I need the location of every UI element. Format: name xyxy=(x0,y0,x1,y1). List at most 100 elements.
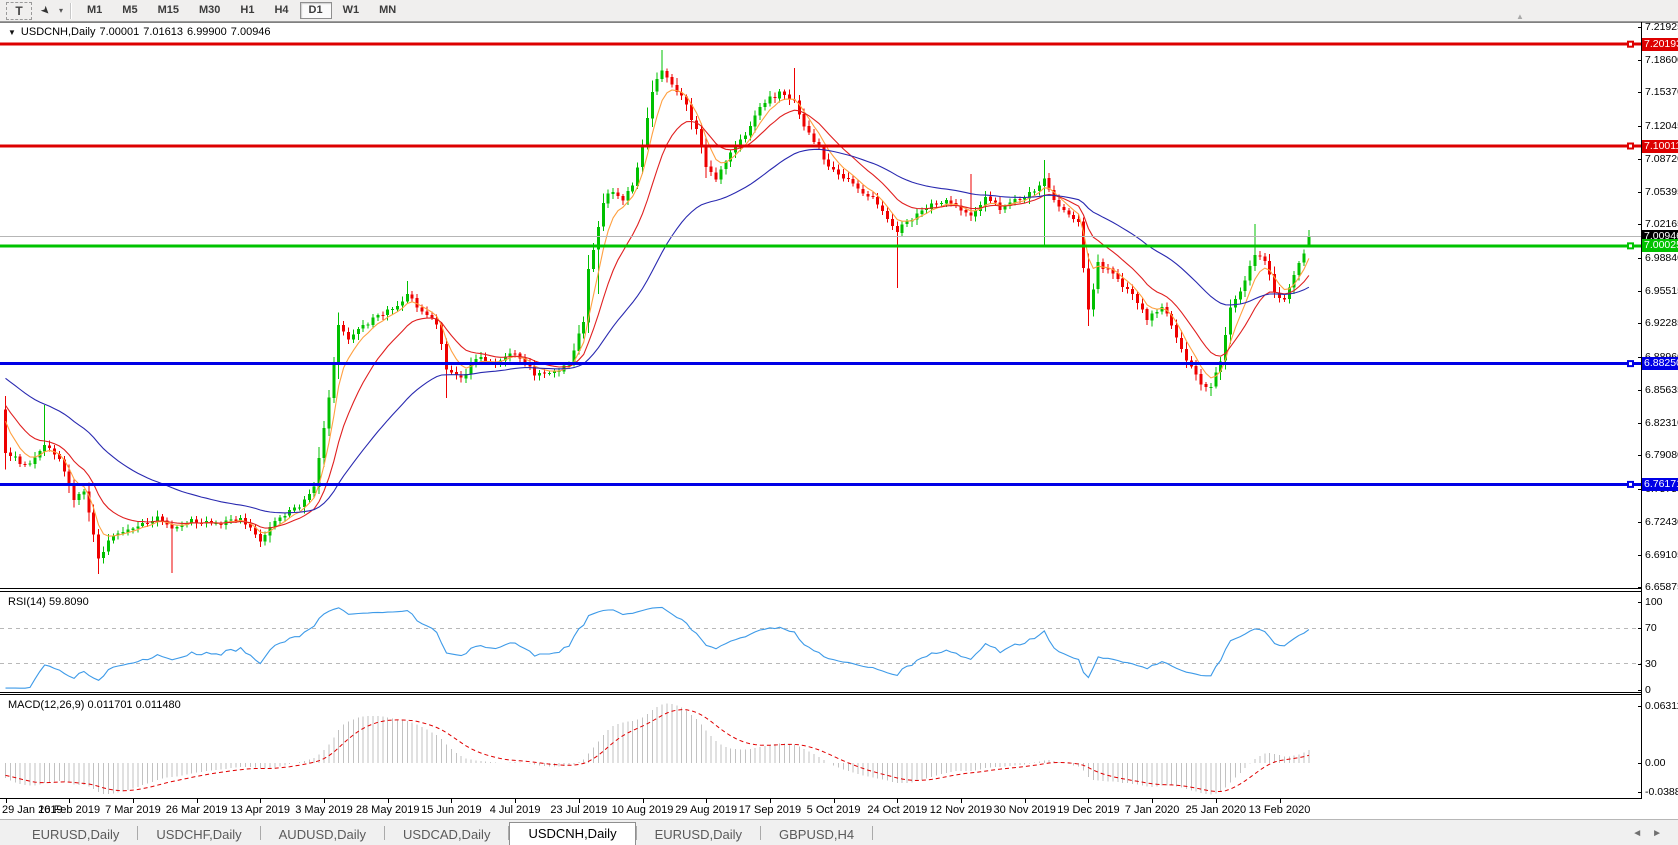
price-tick-label: 6.65875 xyxy=(1645,581,1678,594)
scroll-up-icon[interactable]: ▲ xyxy=(1516,12,1524,21)
timeframe-button-m30[interactable]: M30 xyxy=(198,4,221,16)
symbols-tool-button[interactable]: ➤ xyxy=(34,3,58,19)
rsi-tick-label: 0 xyxy=(1645,684,1651,696)
price-tick-mark xyxy=(1638,587,1642,589)
price-tick-label: 6.82310 xyxy=(1645,417,1678,429)
panel-separator[interactable] xyxy=(0,692,1641,693)
price-tick-mark xyxy=(1638,521,1642,523)
tab-separator xyxy=(635,826,637,840)
chart-tab-eurusd-daily[interactable]: EURUSD,Daily xyxy=(654,827,742,842)
date-label: 15 Jun 2019 xyxy=(421,804,482,816)
tab-separator xyxy=(384,826,386,840)
chart-ohlc-header: ▼ USDCNH,Daily 7.00001 7.01613 6.99900 7.0094… xyxy=(8,26,275,38)
date-label: 25 Jan 2020 xyxy=(1185,804,1247,816)
macd-signal-value: 0.011480 xyxy=(135,699,181,711)
date-tick-mark xyxy=(260,799,262,803)
date-tick-mark xyxy=(706,799,708,803)
price-tick-label: 7.05395 xyxy=(1645,186,1678,199)
macd-indicator-label: MACD(12,26,9) 0.011701 0.011480 xyxy=(8,699,181,711)
panel-separator[interactable] xyxy=(0,591,1641,592)
panel-separator xyxy=(0,798,1641,799)
date-label: 16 Feb 2019 xyxy=(38,804,101,816)
date-label: 24 Oct 2019 xyxy=(867,804,928,816)
tab-separator xyxy=(759,826,761,840)
text-tool-button[interactable]: T xyxy=(6,1,32,20)
timeframe-button-w1[interactable]: W1 xyxy=(342,4,360,16)
tab-scroll-arrows: ◄► xyxy=(1632,828,1672,839)
date-label: 13 Apr 2019 xyxy=(230,804,290,816)
price-tick-mark xyxy=(1638,455,1642,457)
price-tick-label: 6.79080 xyxy=(1645,449,1678,462)
date-label: 13 Feb 2020 xyxy=(1248,804,1311,816)
price-tick-label: 6.98840 xyxy=(1645,251,1678,264)
price-tick-label: 7.12045 xyxy=(1645,119,1678,132)
date-tick-mark xyxy=(961,799,962,803)
date-label: 5 Oct 2019 xyxy=(806,804,861,816)
date-tick-mark xyxy=(5,799,7,803)
toolbar-separator xyxy=(70,2,73,19)
chart-tab-audusd-daily[interactable]: AUDUSD,Daily xyxy=(278,827,367,842)
chart-tab-usdchf-daily[interactable]: USDCHF,Daily xyxy=(156,827,242,842)
rsi-tick-mark xyxy=(1638,690,1642,691)
rsi-tick-mark xyxy=(1638,663,1642,665)
timeframe-button-h1[interactable]: H1 xyxy=(240,4,255,16)
main-chart-canvas[interactable] xyxy=(0,23,1641,589)
macd-tick-label: 0.06311 xyxy=(1645,699,1678,712)
rsi-tick-mark xyxy=(1638,628,1642,630)
timeframe-button-d1[interactable]: D1 xyxy=(299,2,332,19)
date-tick-mark xyxy=(1279,799,1281,803)
date-tick-mark xyxy=(578,799,580,803)
price-tick-mark xyxy=(1638,26,1642,28)
timeframe-button-h4[interactable]: H4 xyxy=(274,4,289,16)
rsi-panel-canvas[interactable] xyxy=(0,592,1641,692)
date-label: 3 May 2019 xyxy=(295,804,353,816)
price-tick-mark xyxy=(1638,290,1642,292)
chart-tab-gbpusd-h4[interactable]: GBPUSD,H4 xyxy=(778,827,855,842)
price-tick-mark xyxy=(1638,323,1642,325)
chevron-down-icon[interactable]: ▾ xyxy=(59,6,64,15)
price-tick-mark xyxy=(1638,60,1642,62)
date-tick-mark xyxy=(324,799,325,803)
price-line-badge: 7.10011 xyxy=(1642,139,1678,153)
price-tick-mark xyxy=(1638,389,1642,391)
chart-tab-usdcnh-daily[interactable]: USDCNH,Daily xyxy=(509,822,636,845)
macd-main-value: 0.011701 xyxy=(87,699,133,711)
price-tick-mark xyxy=(1638,125,1642,127)
panel-separator[interactable] xyxy=(0,694,1641,695)
price-tick-label: 7.21925 xyxy=(1645,20,1678,33)
arrow-tool-icon: ➤ xyxy=(38,3,54,19)
chevron-down-icon[interactable]: ▼ xyxy=(8,28,16,37)
date-label: 23 Jul 2019 xyxy=(550,804,608,816)
date-label: 28 May 2019 xyxy=(355,804,420,816)
tab-separator xyxy=(137,826,139,840)
price-tick-label: 7.15370 xyxy=(1645,86,1678,99)
macd-panel-canvas[interactable] xyxy=(0,695,1641,798)
date-label: 29 Jan 2019 xyxy=(2,804,63,816)
timeframe-button-m5[interactable]: M5 xyxy=(122,4,138,16)
date-label: 29 Aug 2019 xyxy=(675,804,738,816)
price-line-badge: 6.88250 xyxy=(1642,357,1678,371)
chart-tab-eurusd-daily[interactable]: EURUSD,Daily xyxy=(32,827,120,842)
rsi-name: RSI(14) xyxy=(8,596,46,608)
panel-separator[interactable] xyxy=(0,588,1641,589)
timeframe-button-mn[interactable]: MN xyxy=(379,4,397,16)
timeframe-button-m15[interactable]: M15 xyxy=(157,4,179,16)
date-tick-mark xyxy=(1088,799,1090,803)
date-label: 30 Nov 2019 xyxy=(993,804,1056,816)
scroll-right-icon[interactable]: ► xyxy=(1652,828,1672,839)
scroll-left-icon[interactable]: ◄ xyxy=(1632,828,1653,839)
timeframe-button-m1[interactable]: M1 xyxy=(87,4,103,16)
price-tick-mark xyxy=(1638,224,1642,226)
date-tick-mark xyxy=(769,799,771,803)
date-tick-mark xyxy=(451,799,453,803)
price-tick-mark xyxy=(1638,158,1642,160)
date-tick-mark xyxy=(69,799,71,803)
chart-tab-usdcad-daily[interactable]: USDCAD,Daily xyxy=(403,827,491,842)
price-tick-mark xyxy=(1638,488,1642,490)
date-axis[interactable]: 29 Jan 2019 16 Feb 2019 7 Mar 2019 26 Mar 2… xyxy=(0,799,1641,819)
date-label: 4 Jul 2019 xyxy=(489,804,541,816)
date-label: 7 Mar 2019 xyxy=(105,804,161,816)
